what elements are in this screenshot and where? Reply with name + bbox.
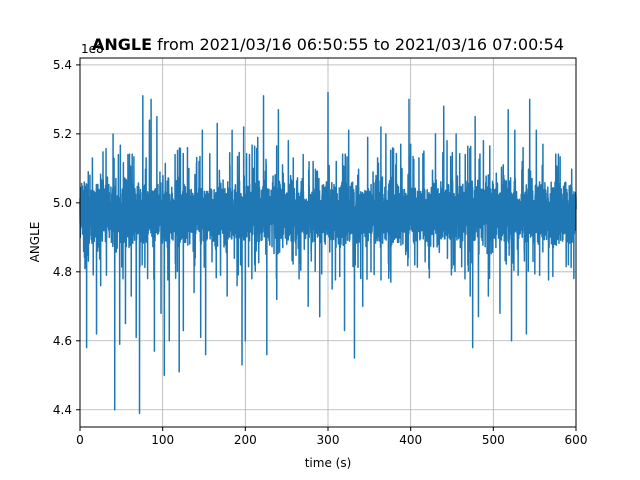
y-axis-ticks: 4.4 4.6 4.8 5.0 5.2 5.4 xyxy=(53,58,80,417)
x-tick-label: 600 xyxy=(565,433,588,447)
y-tick-label: 4.6 xyxy=(53,334,72,348)
x-axis-label: time (s) xyxy=(305,456,352,470)
chart-title-rest: from 2021/03/16 06:50:55 to 2021/03/16 0… xyxy=(152,35,564,54)
y-tick-label: 5.4 xyxy=(53,58,72,72)
y-axis-offset-label: 1e8 xyxy=(81,42,104,56)
x-tick-label: 500 xyxy=(482,433,505,447)
x-tick-label: 400 xyxy=(399,433,422,447)
y-tick-label: 4.8 xyxy=(53,265,72,279)
chart-title-bold: ANGLE xyxy=(92,35,152,54)
y-tick-label: 5.0 xyxy=(53,196,72,210)
x-tick-label: 0 xyxy=(76,433,84,447)
x-axis-ticks: 0 100 200 300 400 500 600 xyxy=(76,427,587,447)
y-tick-label: 5.2 xyxy=(53,127,72,141)
x-tick-label: 200 xyxy=(234,433,257,447)
series-line-group xyxy=(79,91,577,414)
x-tick-label: 100 xyxy=(151,433,174,447)
y-tick-label: 4.4 xyxy=(53,403,72,417)
x-tick-label: 300 xyxy=(317,433,340,447)
angle-series-line xyxy=(79,91,577,414)
y-axis-label: ANGLE xyxy=(28,222,42,263)
chart-title: ANGLE from 2021/03/16 06:50:55 to 2021/0… xyxy=(92,35,564,54)
